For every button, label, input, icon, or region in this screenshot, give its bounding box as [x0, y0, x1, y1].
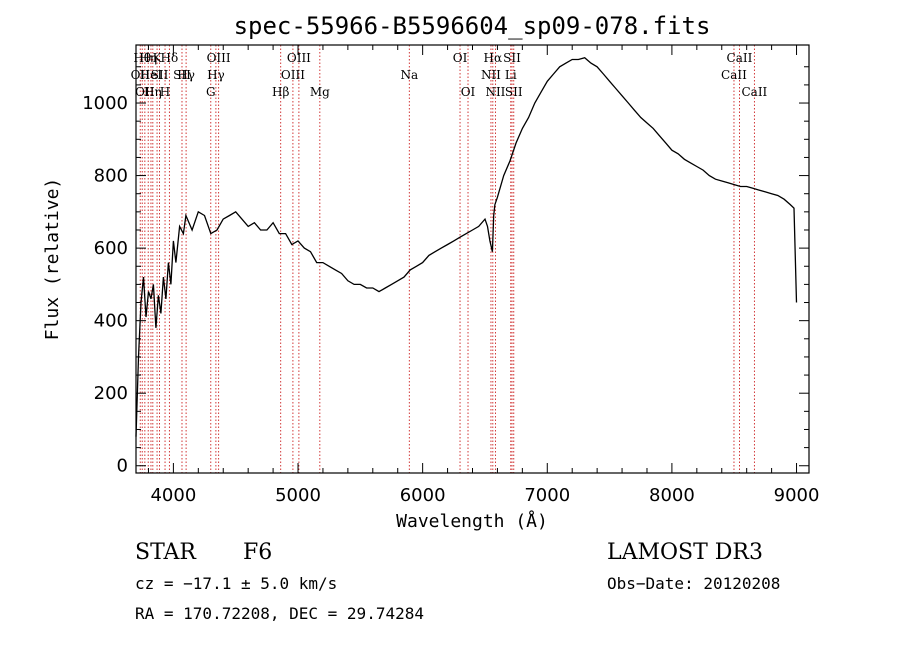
spectral-line-label: HeI	[140, 68, 163, 82]
spectral-line-label: OI	[461, 85, 476, 99]
spectral-line-label: Hγ	[177, 68, 195, 82]
spectral-line-label: Hγ	[207, 68, 225, 82]
spectral-line-label: CaII	[741, 85, 767, 99]
x-tick-label: 5000	[275, 485, 321, 506]
spectral-line-label: Hη	[144, 85, 162, 99]
spectral-line-label: SII	[503, 51, 521, 65]
coordinates: RA = 170.72208, DEC = 29.74284	[135, 604, 424, 623]
spectral-line-label: Hδ	[161, 51, 179, 65]
y-axis-label: Flux (relative)	[42, 178, 63, 341]
object-subclass: F6	[243, 540, 272, 565]
spectral-line-label: Hθ	[133, 51, 151, 65]
plot-frame	[135, 44, 810, 474]
spectral-line-label: OII	[135, 85, 155, 99]
spectral-line-label: Mg	[310, 85, 330, 99]
obs-date: Obs−Date: 20120208	[607, 574, 780, 593]
spectral-line-label: OIII	[287, 51, 311, 65]
x-axis-label: Wavelength (Å)	[396, 510, 548, 532]
y-tick-label: 200	[94, 383, 128, 404]
x-axis-ticks: 4000 5000 6000 7000 8000 9000	[147, 45, 820, 506]
spectral-line-label: NII	[481, 68, 501, 82]
y-tick-label: 400	[94, 311, 128, 332]
spectral-line-label: SII	[505, 85, 523, 99]
x-tick-label: 7000	[524, 485, 570, 506]
y-tick-label: 1000	[82, 93, 128, 114]
spectral-line-label: OI	[453, 51, 468, 65]
survey-name: LAMOST DR3	[607, 540, 763, 565]
object-class: STAR	[135, 540, 197, 565]
x-tick-label: 9000	[774, 485, 820, 506]
y-tick-label: 800	[94, 166, 128, 187]
spectral-line-label: Hη	[139, 51, 157, 65]
spectral-line-label: CaII	[727, 51, 753, 65]
spectrum-series-line	[135, 56, 798, 437]
y-axis-ticks: 0 200 400 600 800 1000	[82, 66, 809, 477]
spectral-line-label: Hβ	[272, 85, 289, 99]
spectral-line-markers	[139, 45, 755, 473]
spectral-line-label: H	[160, 85, 170, 99]
redshift-cz: cz = −17.1 ± 5.0 km/s	[135, 574, 337, 593]
x-tick-label: 6000	[400, 485, 446, 506]
spectral-line-label: CaII	[721, 68, 747, 82]
spectral-line-label: Hα	[484, 51, 503, 65]
spectral-line-label: SII	[151, 68, 169, 82]
y-tick-label: 0	[117, 456, 128, 477]
spectral-line-label: OIII	[281, 68, 305, 82]
y-tick-label: 600	[94, 238, 128, 259]
spectral-line-label: G	[206, 85, 216, 99]
spectral-line-label: Na	[400, 68, 418, 82]
x-tick-label: 4000	[150, 485, 196, 506]
chart-title: spec-55966-B5596604_sp09-078.fits	[234, 12, 711, 40]
x-tick-label: 8000	[649, 485, 695, 506]
spectral-line-label: Li	[505, 68, 517, 82]
spectral-line-labels: OIIHθOIIHηHeIHηKSIIHHδSIIHγGHγOIIIHβOIII…	[131, 51, 768, 99]
spectral-line-label: SII	[173, 68, 191, 82]
spectral-line-label: NII	[485, 85, 505, 99]
spectral-line-label: K	[153, 51, 163, 65]
spectral-line-label: OIII	[207, 51, 231, 65]
